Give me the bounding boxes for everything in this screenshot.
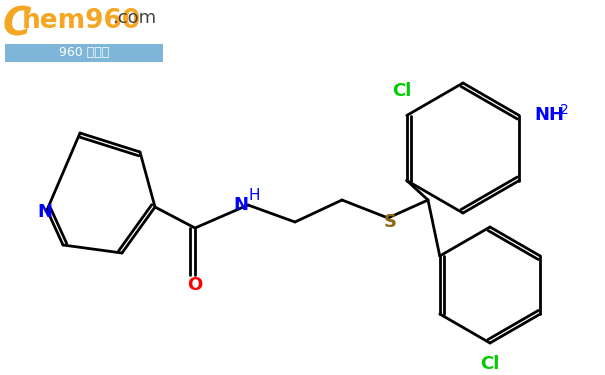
Text: H: H [248, 189, 260, 204]
Text: C: C [3, 5, 31, 43]
Text: .com: .com [112, 9, 156, 27]
Text: O: O [188, 276, 203, 294]
Text: N: N [234, 196, 249, 214]
Text: NH: NH [534, 106, 564, 124]
Text: 2: 2 [560, 104, 569, 117]
Text: Cl: Cl [480, 355, 500, 373]
Text: 960 化工网: 960 化工网 [59, 46, 109, 60]
Bar [0, 0, 175, 65]
Text: S: S [384, 213, 396, 231]
Text: hem960: hem960 [22, 8, 141, 34]
Text: N: N [38, 203, 53, 221]
Text: Cl: Cl [392, 82, 411, 100]
Bar [5, 44, 163, 62]
